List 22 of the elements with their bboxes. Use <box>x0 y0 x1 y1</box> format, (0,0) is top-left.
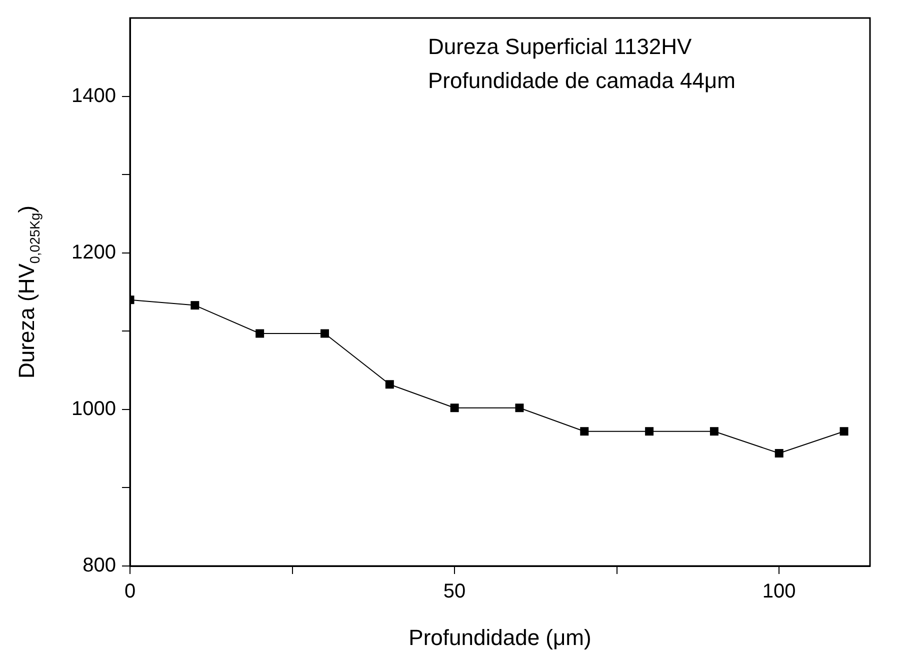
point <box>840 427 848 436</box>
point <box>385 380 394 389</box>
annotation: Dureza Superficial 1132HV <box>428 34 692 59</box>
point <box>190 301 200 310</box>
annotation: Profundidade de camada 44μm <box>428 68 736 93</box>
point <box>645 427 654 436</box>
point <box>710 427 718 436</box>
x-axis-title: Profundidade (μm) <box>408 625 592 650</box>
y-tick-label: 1400 <box>72 84 116 107</box>
x-tick-label: 50 <box>443 580 466 603</box>
x-tick-label: 0 <box>124 580 136 603</box>
point <box>580 427 589 436</box>
point <box>450 404 459 412</box>
x-tick-label: 100 <box>762 580 796 603</box>
y-tick-label: 1000 <box>72 398 116 420</box>
point <box>515 404 524 412</box>
y-tick-label: 800 <box>82 554 116 577</box>
point <box>256 329 264 338</box>
point <box>774 449 784 458</box>
y-axis-title: Dureza (HV0,025Kg) <box>14 205 42 379</box>
point <box>320 329 329 338</box>
y-tick-label: 1200 <box>72 241 116 264</box>
